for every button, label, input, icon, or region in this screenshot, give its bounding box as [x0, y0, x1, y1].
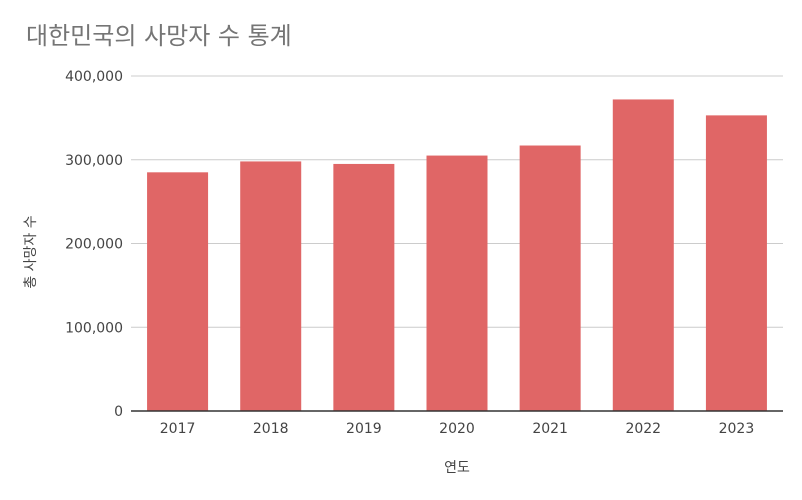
y-axis-ticks: 0 100,000 200,000 300,000 400,000: [65, 69, 123, 420]
x-tick-label: 2017: [160, 421, 196, 437]
x-axis-title: 연도: [444, 460, 470, 476]
y-tick-label: 100,000: [65, 320, 123, 336]
y-axis-title: 총 사망자 수: [23, 215, 39, 288]
y-tick-label: 0: [114, 404, 123, 420]
bar: [426, 155, 488, 411]
bar: [333, 163, 395, 411]
bar: [240, 161, 302, 411]
y-tick-label: 200,000: [65, 237, 123, 253]
y-tick-label: 400,000: [65, 69, 123, 85]
bar: [705, 115, 767, 412]
x-tick-label: 2023: [719, 421, 755, 437]
bar: [519, 145, 581, 411]
x-tick-label: 2020: [439, 421, 475, 437]
x-axis-ticks: 2017 2018 2019 2020 2021 2022 2023: [160, 421, 754, 437]
bar: [147, 172, 209, 411]
x-tick-label: 2018: [253, 421, 289, 437]
chart-title: 대한민국의 사망자 수 통계: [26, 22, 292, 50]
bars: [147, 99, 767, 412]
bar: [612, 99, 674, 411]
x-tick-label: 2022: [625, 421, 661, 437]
y-tick-label: 300,000: [65, 153, 123, 169]
x-tick-label: 2021: [532, 421, 568, 437]
x-tick-label: 2019: [346, 421, 382, 437]
